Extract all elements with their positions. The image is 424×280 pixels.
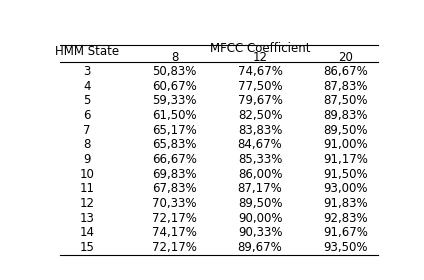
Text: 91,83%: 91,83% (323, 197, 368, 210)
Text: 20: 20 (338, 51, 353, 64)
Text: 61,50%: 61,50% (152, 109, 197, 122)
Text: 7: 7 (83, 124, 91, 137)
Text: 85,33%: 85,33% (238, 153, 282, 166)
Text: 6: 6 (83, 109, 91, 122)
Text: 89,50%: 89,50% (238, 197, 282, 210)
Text: 50,83%: 50,83% (152, 65, 197, 78)
Text: 86,67%: 86,67% (323, 65, 368, 78)
Text: 65,17%: 65,17% (152, 124, 197, 137)
Text: 90,33%: 90,33% (238, 226, 282, 239)
Text: 83,83%: 83,83% (238, 124, 282, 137)
Text: 13: 13 (80, 212, 95, 225)
Text: HMM State: HMM State (55, 45, 119, 57)
Text: 8: 8 (171, 51, 178, 64)
Text: 89,83%: 89,83% (323, 109, 368, 122)
Text: 93,50%: 93,50% (323, 241, 368, 254)
Text: 84,67%: 84,67% (237, 138, 282, 151)
Text: 87,17%: 87,17% (237, 182, 282, 195)
Text: 3: 3 (84, 65, 91, 78)
Text: 72,17%: 72,17% (152, 212, 197, 225)
Text: 92,83%: 92,83% (323, 212, 368, 225)
Text: 86,00%: 86,00% (238, 168, 282, 181)
Text: 4: 4 (83, 80, 91, 93)
Text: 9: 9 (83, 153, 91, 166)
Text: 87,83%: 87,83% (323, 80, 368, 93)
Text: 77,50%: 77,50% (238, 80, 282, 93)
Text: 14: 14 (80, 226, 95, 239)
Text: 12: 12 (80, 197, 95, 210)
Text: 59,33%: 59,33% (152, 94, 197, 108)
Text: 89,50%: 89,50% (323, 124, 368, 137)
Text: 90,00%: 90,00% (238, 212, 282, 225)
Text: 11: 11 (80, 182, 95, 195)
Text: 91,00%: 91,00% (323, 138, 368, 151)
Text: 79,67%: 79,67% (237, 94, 282, 108)
Text: 87,50%: 87,50% (323, 94, 368, 108)
Text: 91,50%: 91,50% (323, 168, 368, 181)
Text: 74,67%: 74,67% (237, 65, 282, 78)
Text: 91,67%: 91,67% (323, 226, 368, 239)
Text: 91,17%: 91,17% (323, 153, 368, 166)
Text: 72,17%: 72,17% (152, 241, 197, 254)
Text: 82,50%: 82,50% (238, 109, 282, 122)
Text: 8: 8 (84, 138, 91, 151)
Text: 89,67%: 89,67% (237, 241, 282, 254)
Text: 65,83%: 65,83% (152, 138, 197, 151)
Text: 66,67%: 66,67% (152, 153, 197, 166)
Text: 70,33%: 70,33% (152, 197, 197, 210)
Text: 69,83%: 69,83% (152, 168, 197, 181)
Text: 10: 10 (80, 168, 95, 181)
Text: 12: 12 (253, 51, 268, 64)
Text: 74,17%: 74,17% (152, 226, 197, 239)
Text: 5: 5 (84, 94, 91, 108)
Text: 67,83%: 67,83% (152, 182, 197, 195)
Text: 93,00%: 93,00% (323, 182, 368, 195)
Text: 15: 15 (80, 241, 95, 254)
Text: 60,67%: 60,67% (152, 80, 197, 93)
Text: MFCC Coefficient: MFCC Coefficient (210, 42, 310, 55)
